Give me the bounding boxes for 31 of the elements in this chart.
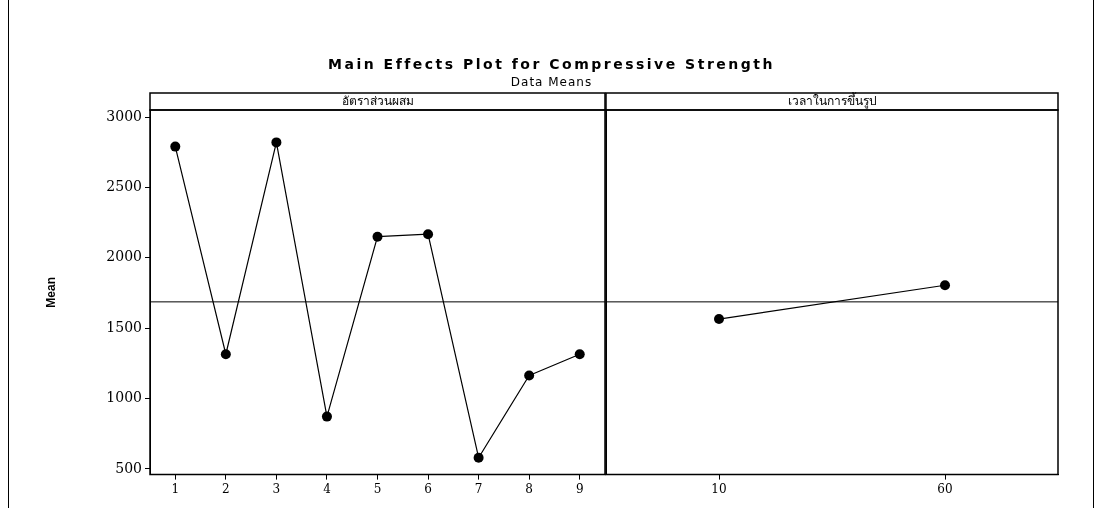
x-tick-label: 9	[575, 481, 584, 496]
x-tick-label: 6	[424, 481, 432, 496]
x-tick-label: 60	[937, 481, 953, 496]
x-tick-label: 4	[323, 481, 332, 496]
y-tick-label: 1000	[106, 389, 142, 406]
y-tick-label: 2500	[106, 178, 142, 195]
point	[220, 349, 231, 360]
x-tick-label: 3	[272, 481, 281, 496]
chart-subtitle: Data Means	[509, 75, 594, 89]
y-tick-label: 3000	[106, 107, 142, 124]
y-tick-label: 2000	[106, 248, 142, 265]
y-tick-label: 1500	[106, 318, 142, 335]
x-tick-label: 10	[711, 481, 727, 496]
point	[423, 229, 434, 240]
x-tick-label: 1	[171, 481, 180, 496]
point	[271, 137, 282, 148]
chart-title: Main Effects Plot for Compressive Strength	[327, 56, 776, 72]
y-axis-title: Mean	[43, 276, 58, 308]
x-axis-title: อัตราส่วนผสม	[341, 94, 414, 109]
point	[372, 231, 383, 242]
point	[524, 370, 535, 381]
x-axis-title: เวลาในการขึ้นรูป	[787, 92, 877, 110]
point	[321, 411, 332, 422]
x-tick-label: 5	[373, 481, 382, 496]
x-tick-label: 2	[222, 481, 230, 496]
y-tick-label: 500	[115, 459, 142, 476]
point	[170, 141, 181, 152]
point	[574, 349, 585, 360]
point	[473, 452, 484, 463]
x-tick-label: 8	[525, 481, 533, 496]
x-tick-label: 7	[474, 481, 483, 496]
